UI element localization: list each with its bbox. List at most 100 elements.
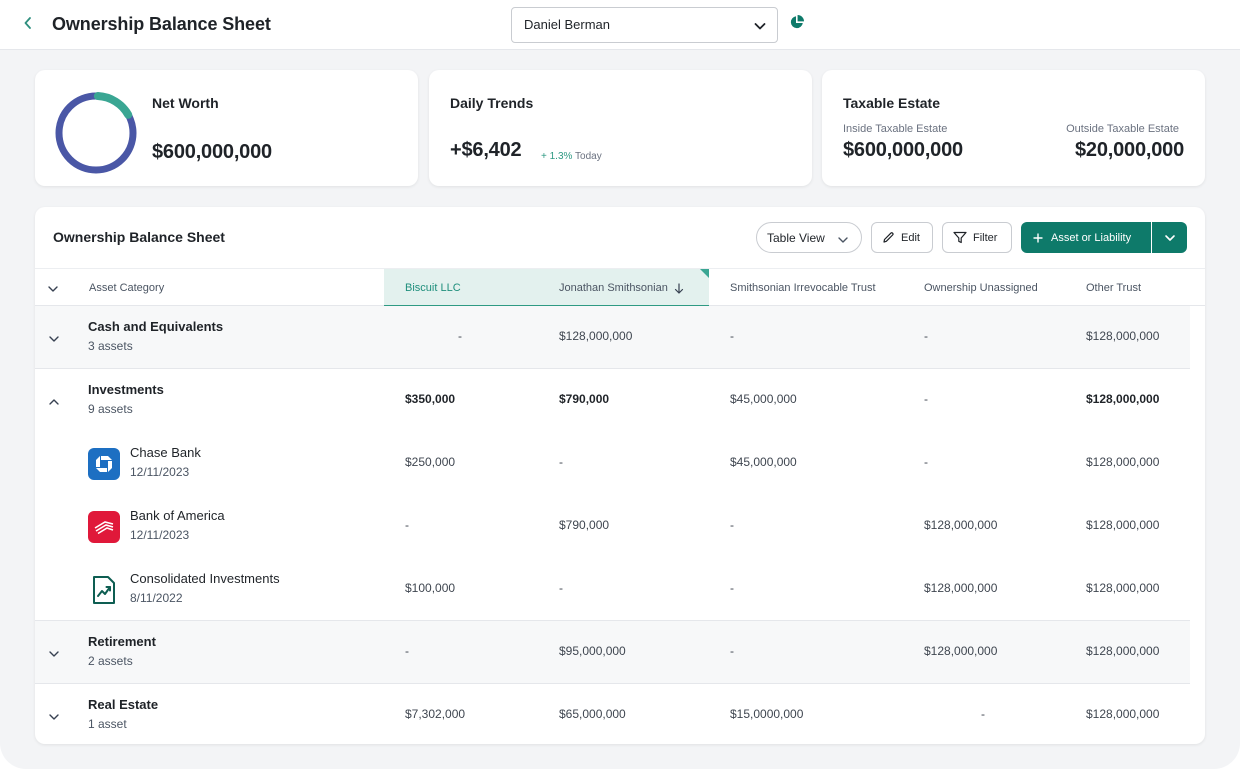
cell-smithsonian-irrevocable-trust: $45,000,000: [730, 455, 797, 469]
cell-smithsonian-irrevocable-trust: $15,0000,000: [730, 707, 804, 721]
daily-trends-change: + 1.3% Today: [541, 151, 602, 162]
column-header-jonathan-smithsonian-label: Jonathan Smithsonian: [559, 282, 668, 294]
daily-trends-change-value: + 1.3%: [541, 151, 573, 162]
edit-button[interactable]: Edit: [871, 222, 933, 253]
column-header-smithsonian-irrevocable-trust[interactable]: Smithsonian Irrevocable Trust: [730, 282, 876, 294]
arrow-down-icon: [674, 282, 683, 294]
asset-date: 12/11/2023: [130, 465, 190, 479]
filter-button[interactable]: Filter: [942, 222, 1012, 253]
edit-label: Edit: [901, 231, 920, 244]
chevron-down-icon: [48, 286, 58, 292]
pencil-icon: [883, 232, 894, 243]
daily-trends-value: +$6,402: [450, 139, 522, 161]
column-marker: [700, 269, 709, 278]
outside-taxable-estate-value: $20,000,000: [1074, 139, 1184, 161]
net-worth-title: Net Worth: [152, 95, 219, 111]
cell-other-trust: $128,000,000: [1086, 329, 1160, 343]
expand-row-button[interactable]: [48, 647, 60, 665]
cell-smithsonian-irrevocable-trust: -: [730, 518, 734, 532]
asset-name: Chase Bank: [130, 445, 201, 460]
asset-row-chase-bank[interactable]: Chase Bank 12/11/2023 $250,000 - $45,000…: [35, 432, 1190, 495]
plus-icon: [1033, 233, 1043, 242]
person-select[interactable]: Daniel Berman: [511, 7, 778, 43]
taxable-estate-card: Taxable Estate Inside Taxable Estate $60…: [822, 70, 1205, 186]
asset-date: 8/11/2022: [130, 591, 183, 605]
cell-smithsonian-irrevocable-trust: -: [730, 581, 734, 595]
cell-jonathan-smithsonian: $65,000,000: [559, 707, 626, 721]
cell-jonathan-smithsonian: -: [559, 455, 563, 469]
category-row-retirement[interactable]: Retirement 2 assets - $95,000,000 - $128…: [35, 621, 1190, 684]
cell-jonathan-smithsonian: $95,000,000: [559, 644, 626, 658]
outside-taxable-estate-label: Outside Taxable Estate: [1066, 123, 1179, 135]
category-name: Retirement: [88, 634, 156, 649]
cell-ownership-unassigned: $128,000,000: [924, 581, 998, 595]
cell-ownership-unassigned: $128,000,000: [924, 518, 998, 532]
add-menu-toggle[interactable]: [1152, 222, 1187, 253]
chevron-down-icon: [49, 651, 59, 657]
column-header-ownership-unassigned[interactable]: Ownership Unassigned: [924, 282, 1038, 294]
inside-taxable-estate-label: Inside Taxable Estate: [843, 123, 948, 135]
chase-logo-icon: [88, 448, 120, 480]
category-asset-count: 3 assets: [88, 339, 133, 353]
column-header-asset-category[interactable]: Asset Category: [89, 282, 165, 294]
donut-segment-secondary: [93, 92, 133, 119]
cell-jonathan-smithsonian: $790,000: [559, 392, 610, 406]
net-worth-value: $600,000,000: [152, 141, 272, 163]
cell-biscuit-llc: $7,302,000: [405, 707, 466, 721]
category-row-real-estate[interactable]: Real Estate 1 asset $7,302,000 $65,000,0…: [35, 684, 1190, 744]
pie-chart-button[interactable]: [789, 14, 805, 30]
cell-biscuit-llc: -: [405, 518, 409, 532]
category-row-cash-and-equivalents[interactable]: Cash and Equivalents 3 assets - $128,000…: [35, 306, 1190, 369]
collapse-all-button[interactable]: [47, 282, 59, 300]
cell-other-trust: $128,000,000: [1086, 455, 1160, 469]
table-view-select[interactable]: Table View: [756, 222, 862, 253]
asset-name: Consolidated Investments: [130, 571, 280, 586]
cell-jonathan-smithsonian: $128,000,000: [559, 329, 633, 343]
expand-row-button[interactable]: [48, 710, 60, 728]
asset-row-bank-of-america[interactable]: Bank of America 12/11/2023 - $790,000 - …: [35, 495, 1190, 558]
net-worth-donut-chart: [55, 92, 137, 174]
inside-taxable-estate-value: $600,000,000: [843, 139, 963, 161]
cell-biscuit-llc: -: [405, 644, 409, 658]
column-header-biscuit-llc[interactable]: Biscuit LLC: [405, 282, 461, 294]
page-title: Ownership Balance Sheet: [52, 14, 271, 34]
chevron-down-icon: [838, 237, 848, 243]
net-worth-card: Net Worth $600,000,000: [35, 70, 418, 186]
add-asset-label: Asset or Liability: [1051, 231, 1132, 244]
category-row-investments[interactable]: Investments 9 assets $350,000 $790,000 $…: [35, 369, 1190, 432]
cell-ownership-unassigned: $128,000,000: [924, 644, 998, 658]
cell-biscuit-llc: $350,000: [405, 392, 456, 406]
cell-ownership-unassigned: -: [981, 707, 985, 721]
back-button[interactable]: [18, 12, 38, 34]
add-asset-or-liability-button[interactable]: Asset or Liability: [1021, 222, 1151, 253]
chevron-down-icon: [1164, 234, 1175, 241]
filter-label: Filter: [973, 231, 998, 244]
cell-biscuit-llc: -: [458, 329, 462, 343]
column-header-jonathan-smithsonian[interactable]: Jonathan Smithsonian: [559, 282, 684, 294]
asset-row-consolidated-investments[interactable]: Consolidated Investments 8/11/2022 $100,…: [35, 558, 1190, 621]
category-asset-count: 9 assets: [88, 402, 133, 416]
chevron-down-icon: [49, 714, 59, 720]
taxable-estate-title: Taxable Estate: [843, 95, 941, 111]
category-name: Investments: [88, 382, 164, 397]
cell-biscuit-llc: $100,000: [405, 581, 456, 595]
cell-other-trust: $128,000,000: [1086, 581, 1160, 595]
cell-other-trust: $128,000,000: [1086, 392, 1160, 406]
column-header-other-trust[interactable]: Other Trust: [1086, 282, 1142, 294]
asset-date: 12/11/2023: [130, 528, 190, 542]
table-view-label: Table View: [767, 230, 825, 245]
cell-other-trust: $128,000,000: [1086, 644, 1160, 658]
balance-sheet-card: Ownership Balance Sheet Table View Edit …: [35, 207, 1205, 744]
asset-name: Bank of America: [130, 508, 225, 523]
expand-row-button[interactable]: [48, 332, 60, 350]
cell-smithsonian-irrevocable-trust: -: [730, 644, 734, 658]
cell-smithsonian-irrevocable-trust: $45,000,000: [730, 392, 797, 406]
chevron-left-icon: [24, 17, 31, 29]
cell-biscuit-llc: $250,000: [405, 455, 456, 469]
daily-trends-period: Today: [575, 151, 602, 162]
cell-ownership-unassigned: -: [924, 392, 928, 406]
cell-smithsonian-irrevocable-trust: -: [730, 329, 734, 343]
collapse-row-button[interactable]: [48, 395, 60, 413]
pie-chart-icon: [790, 15, 804, 29]
